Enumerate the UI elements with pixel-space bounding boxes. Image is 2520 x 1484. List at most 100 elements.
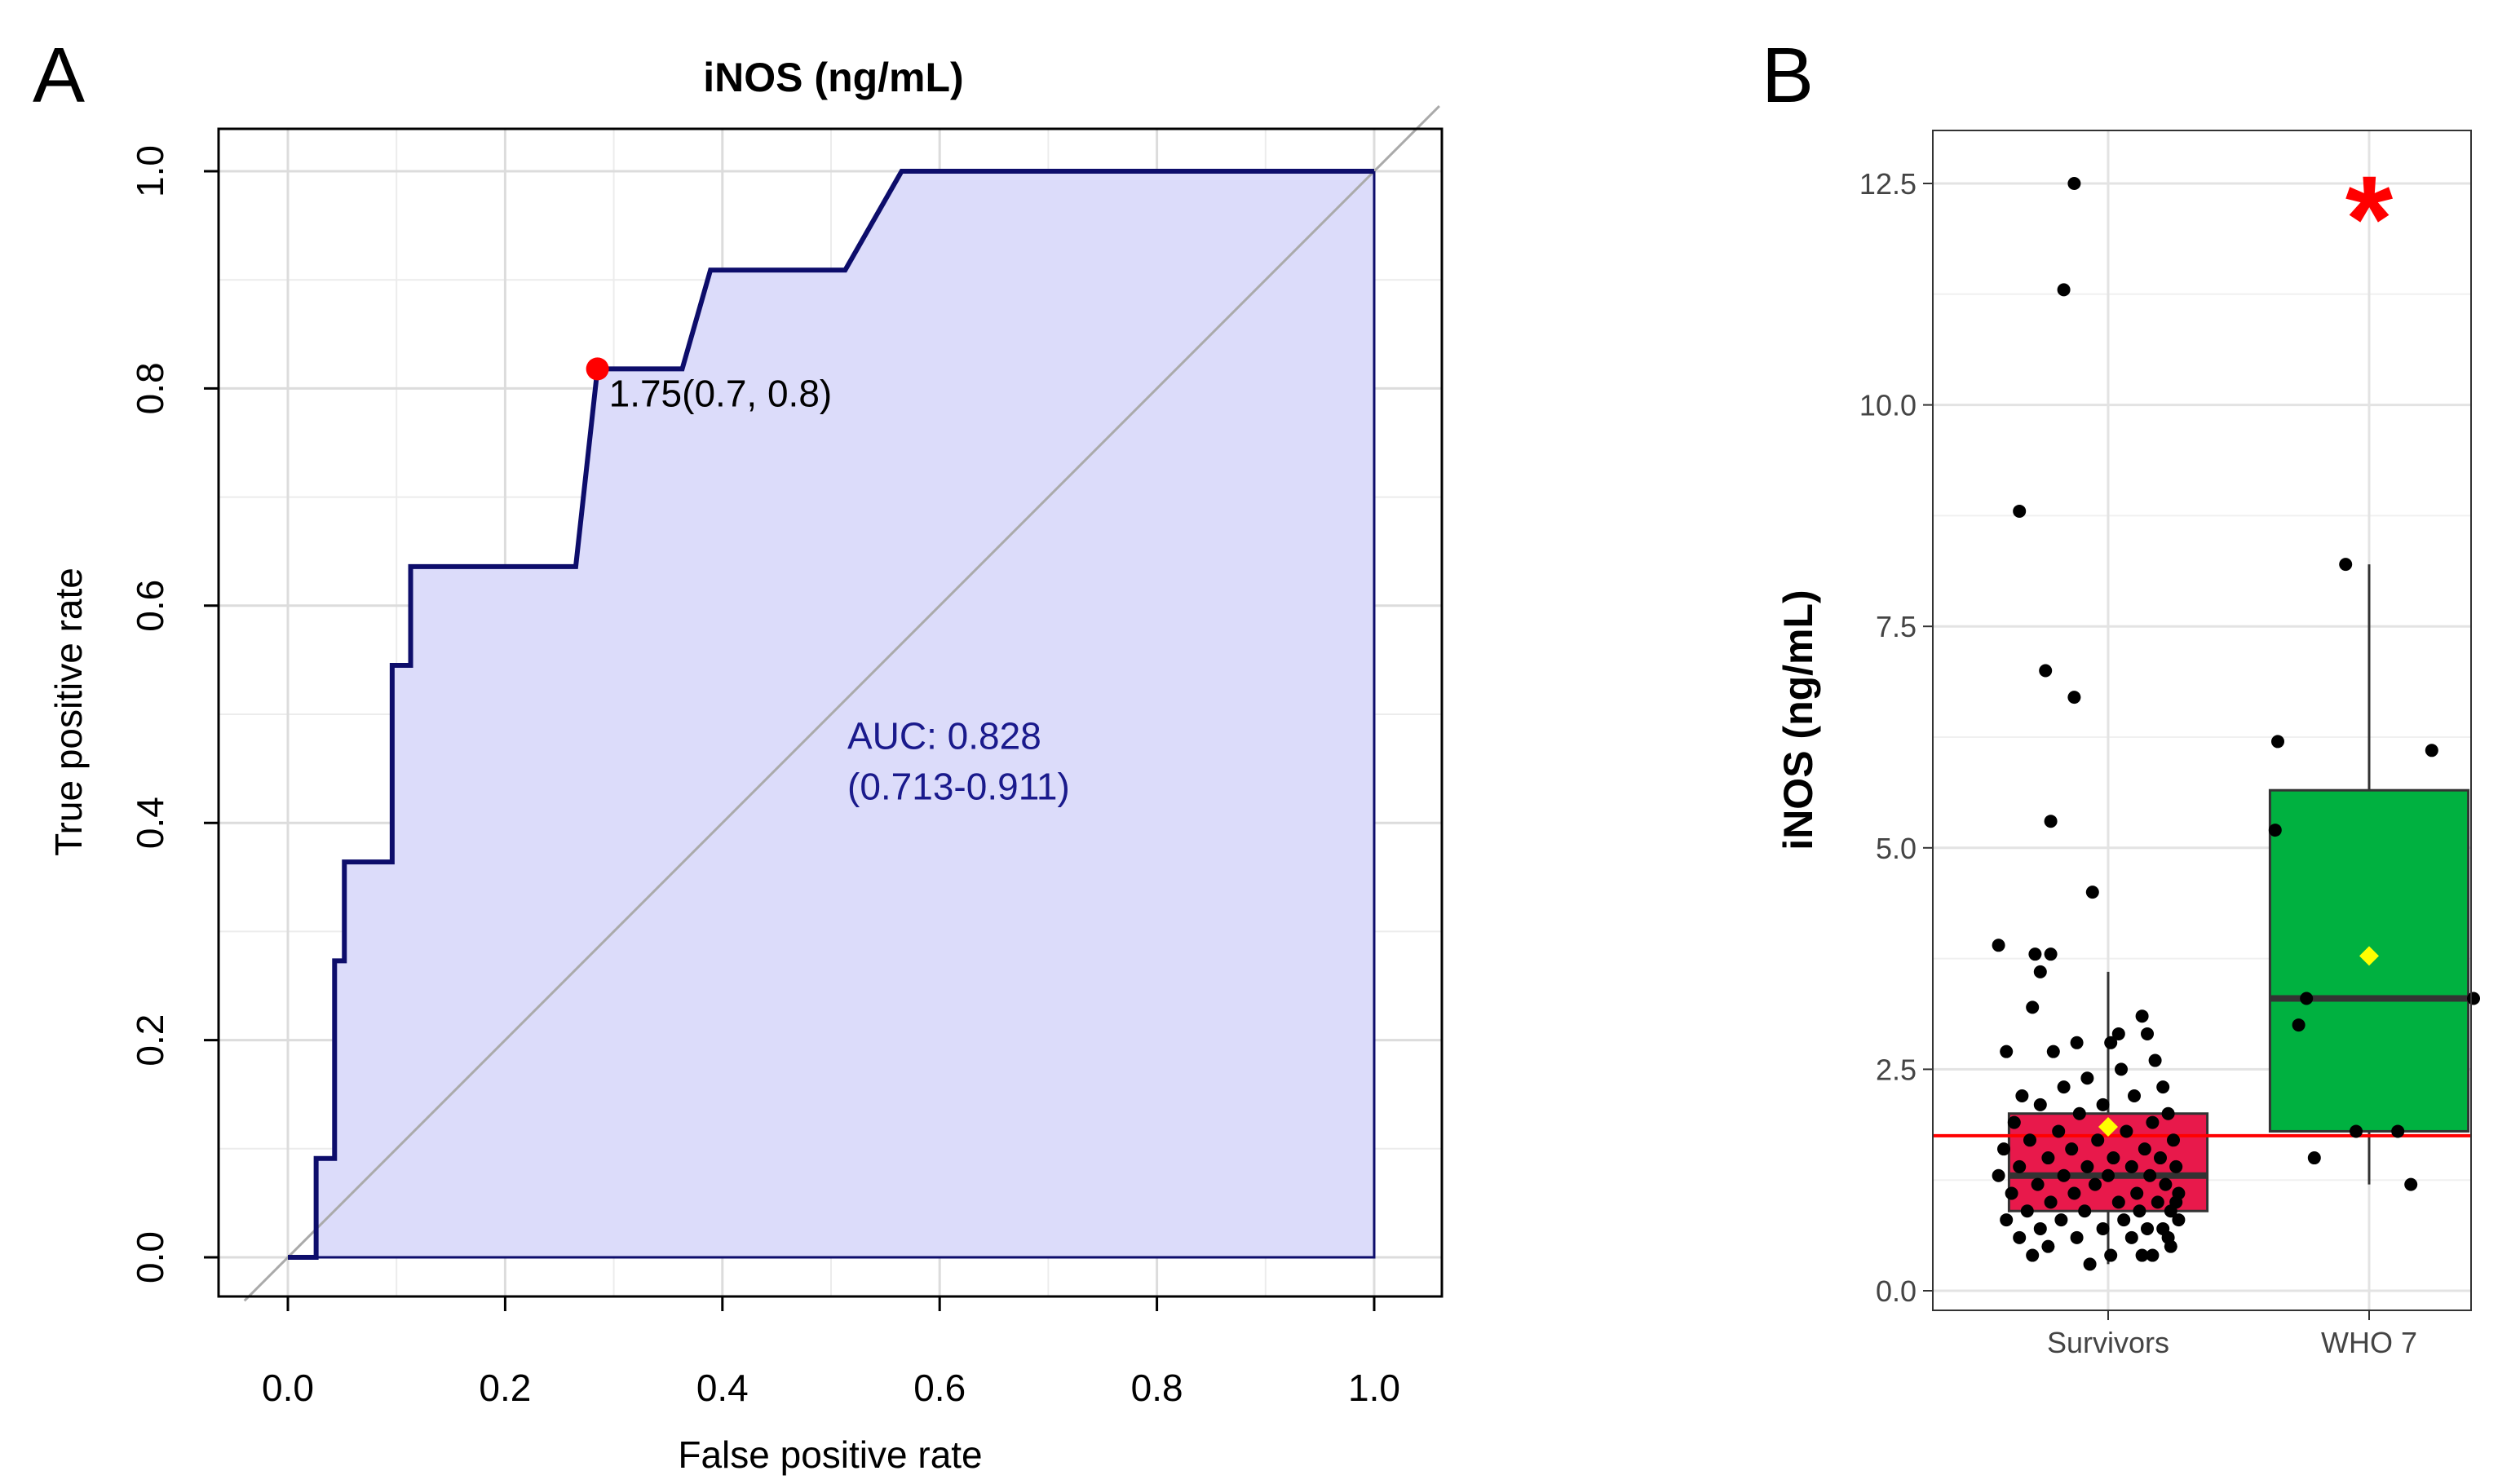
panel-b-box-chart: B 0.0 2.5 5.0 7.5 10.0 12.5 Survivors WHO 7 * i…: [1762, 32, 2480, 1359]
data-point: [2054, 1213, 2068, 1227]
data-point: [2467, 992, 2480, 1005]
data-point: [2151, 1195, 2164, 1209]
y-tick-label: 0.0: [129, 1231, 171, 1283]
data-point: [2146, 1115, 2160, 1129]
roc-area-border: [288, 171, 1376, 1259]
x-tick-label: 0.6: [913, 1367, 966, 1409]
data-point: [2172, 1213, 2186, 1227]
y-axis-label: True positive rate: [47, 568, 90, 856]
y-tick-label-b: 12.5: [1859, 167, 1917, 201]
data-point: [2096, 1098, 2110, 1111]
x-tick-label: 0.8: [1131, 1367, 1183, 1409]
data-point: [2404, 1177, 2418, 1191]
x-tick-label-b: Survivors: [2047, 1326, 2169, 1359]
mean-markers-b: [2098, 946, 2379, 1137]
auc-value-label: AUC: 0.828: [847, 715, 1041, 757]
reference-diagonal-line: [243, 105, 1440, 1302]
data-point: [2005, 1186, 2018, 1200]
data-point: [2143, 1168, 2157, 1182]
data-point: [2104, 1248, 2118, 1262]
data-point: [2169, 1195, 2183, 1209]
data-point: [2300, 992, 2314, 1005]
roc-curve-line: [288, 169, 1374, 1260]
y-tick-label-b: 5.0: [1876, 832, 1917, 865]
auc-ci-label: (0.713-0.911): [847, 766, 1070, 808]
significance-marker: *: [2345, 150, 2394, 287]
x-tick-label: 0.0: [262, 1367, 314, 1409]
data-point: [2085, 886, 2099, 899]
data-point: [2128, 1089, 2141, 1102]
data-point: [2154, 1151, 2167, 1165]
optimal-cutoff-point: [586, 357, 609, 381]
y-tick-label-b: 10.0: [1859, 389, 1917, 422]
y-tick-label-b: 0.0: [1876, 1274, 1917, 1308]
data-point: [2039, 664, 2053, 678]
data-point: [2044, 1195, 2058, 1209]
data-point: [1997, 1142, 2010, 1156]
data-point: [2159, 1177, 2173, 1191]
y-tick-label-b: 7.5: [1876, 610, 1917, 643]
data-point: [2339, 558, 2353, 572]
data-point: [2041, 1239, 2055, 1253]
x-tick-label: 0.2: [479, 1367, 531, 1409]
y-axis-label-b: iNOS (ng/mL): [1775, 590, 1821, 850]
data-point: [2268, 824, 2282, 837]
x-tick-label: 1.0: [1348, 1367, 1400, 1409]
data-point: [2111, 1027, 2125, 1040]
data-point: [2041, 1151, 2055, 1165]
plot-frame-a: [217, 127, 1443, 1298]
axis-ticks-a: 0.0 0.2 0.4 0.6 0.8 1.0 0.0 0.2 0.4 0.6 0.8 1.0: [129, 145, 1400, 1409]
data-point: [2026, 1000, 2040, 1014]
data-point: [2135, 1009, 2149, 1023]
data-point: [2078, 1204, 2092, 1218]
data-point: [2146, 1248, 2160, 1262]
data-point: [2089, 1177, 2102, 1191]
data-point: [2065, 1142, 2079, 1156]
data-point: [2350, 1124, 2363, 1138]
data-point: [2169, 1159, 2183, 1173]
panel-a-roc-chart: A iNOS (ng/mL) 1.75(0.7, 0.8) AUC: 0.828…: [33, 32, 1443, 1476]
x-tick-label: 0.4: [696, 1367, 749, 1409]
data-point: [2070, 1036, 2084, 1049]
data-point: [2107, 1151, 2120, 1165]
data-point: [2124, 1159, 2138, 1173]
data-point: [2161, 1106, 2175, 1120]
data-point: [1992, 939, 2005, 952]
data-point: [2292, 1018, 2306, 1032]
mean-marker: [2098, 1117, 2118, 1137]
data-point: [2141, 1221, 2154, 1235]
data-point: [2007, 1115, 2021, 1129]
data-point: [2067, 691, 2081, 704]
data-point: [2033, 1221, 2047, 1235]
y-tick-label: 0.8: [129, 362, 171, 414]
y-tick-label: 0.2: [129, 1014, 171, 1067]
data-point: [2023, 1133, 2036, 1147]
x-tick-label-b: WHO 7: [2321, 1326, 2417, 1359]
data-point: [2013, 1230, 2027, 1244]
data-point: [2120, 1124, 2133, 1138]
data-point: [2135, 1248, 2149, 1262]
data-point: [2083, 1257, 2097, 1271]
data-point: [2141, 1027, 2154, 1040]
data-point: [2167, 1133, 2180, 1147]
data-point: [2013, 1159, 2027, 1173]
data-point: [2161, 1230, 2175, 1244]
axis-ticks-b: 0.0 2.5 5.0 7.5 10.0 12.5 Survivors WHO 7: [1859, 167, 2417, 1359]
data-point: [2130, 1186, 2144, 1200]
mean-marker: [2359, 946, 2379, 966]
data-point: [2138, 1142, 2151, 1156]
data-point: [2080, 1071, 2094, 1085]
data-point: [2044, 947, 2058, 961]
chart-title: iNOS (ng/mL): [703, 55, 963, 100]
data-point: [2031, 1177, 2045, 1191]
data-point: [2013, 504, 2027, 518]
data-point: [2148, 1053, 2162, 1067]
data-point: [2057, 283, 2071, 297]
data-point: [2033, 1098, 2047, 1111]
y-tick-label: 0.6: [129, 580, 171, 632]
data-point: [2057, 1168, 2071, 1182]
data-point: [2015, 1089, 2029, 1102]
x-axis-label: False positive rate: [678, 1433, 982, 1476]
data-point: [2044, 815, 2058, 828]
y-tick-label: 0.4: [129, 797, 171, 849]
